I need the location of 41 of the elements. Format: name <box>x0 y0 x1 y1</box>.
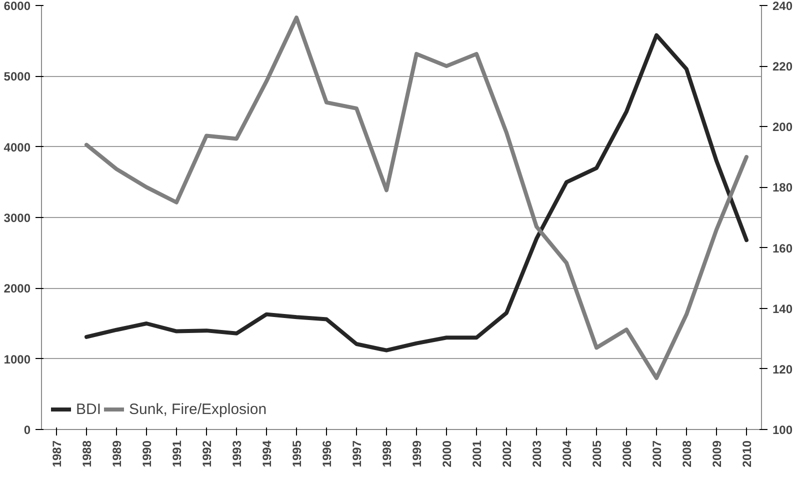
y2-tick-label: 160 <box>772 241 793 256</box>
y2-tick-label: 140 <box>772 302 793 316</box>
y2-tick-label: 200 <box>772 120 793 134</box>
y2-tick-label: 220 <box>772 60 793 74</box>
x-tick-label: 2002 <box>500 440 514 468</box>
x-tick-label: 1991 <box>170 440 184 468</box>
x-tick-label: 1996 <box>320 440 334 468</box>
x-tick-label: 1989 <box>110 440 124 468</box>
x-tick-label: 1995 <box>290 440 304 468</box>
y2-tick-label: 180 <box>772 180 793 195</box>
x-tick-label: 2004 <box>560 440 574 468</box>
x-tick-label: 2001 <box>470 440 484 468</box>
x-tick-label: 1994 <box>260 440 274 468</box>
x-tick-label: 2000 <box>440 440 454 468</box>
legend-label: BDI <box>76 400 102 418</box>
x-tick-label: 1988 <box>80 440 94 468</box>
x-tick-label: 1992 <box>200 440 214 468</box>
y2-tick-label: 240 <box>772 0 793 13</box>
y-tick-label: 0 <box>24 423 31 437</box>
x-tick-label: 2008 <box>680 440 694 468</box>
y-tick-label: 6000 <box>4 0 31 13</box>
y-tick-label: 5000 <box>4 70 31 84</box>
x-tick-label: 1993 <box>230 440 244 468</box>
x-tick-label: 1998 <box>380 440 394 468</box>
x-tick-label: 2005 <box>590 440 604 468</box>
x-tick-label: 1999 <box>410 440 424 468</box>
y2-tick-label: 100 <box>772 423 793 437</box>
x-tick-label: 2009 <box>710 440 724 468</box>
x-tick-label: 2010 <box>740 440 754 468</box>
x-tick-label: 1997 <box>350 440 364 468</box>
x-tick-label: 1990 <box>140 440 154 468</box>
y-tick-label: 1000 <box>4 352 31 366</box>
y-tick-label: 3000 <box>4 211 31 225</box>
x-tick-label: 2006 <box>620 440 634 468</box>
x-tick-label: 1987 <box>50 440 64 468</box>
y-tick-label: 2000 <box>4 282 31 296</box>
x-tick-label: 2003 <box>530 440 544 468</box>
x-tick-label: 2007 <box>650 440 664 468</box>
y2-tick-label: 120 <box>772 362 793 376</box>
y-tick-label: 4000 <box>4 140 31 154</box>
legend-label: Sunk, Fire/Explosion <box>129 400 267 418</box>
